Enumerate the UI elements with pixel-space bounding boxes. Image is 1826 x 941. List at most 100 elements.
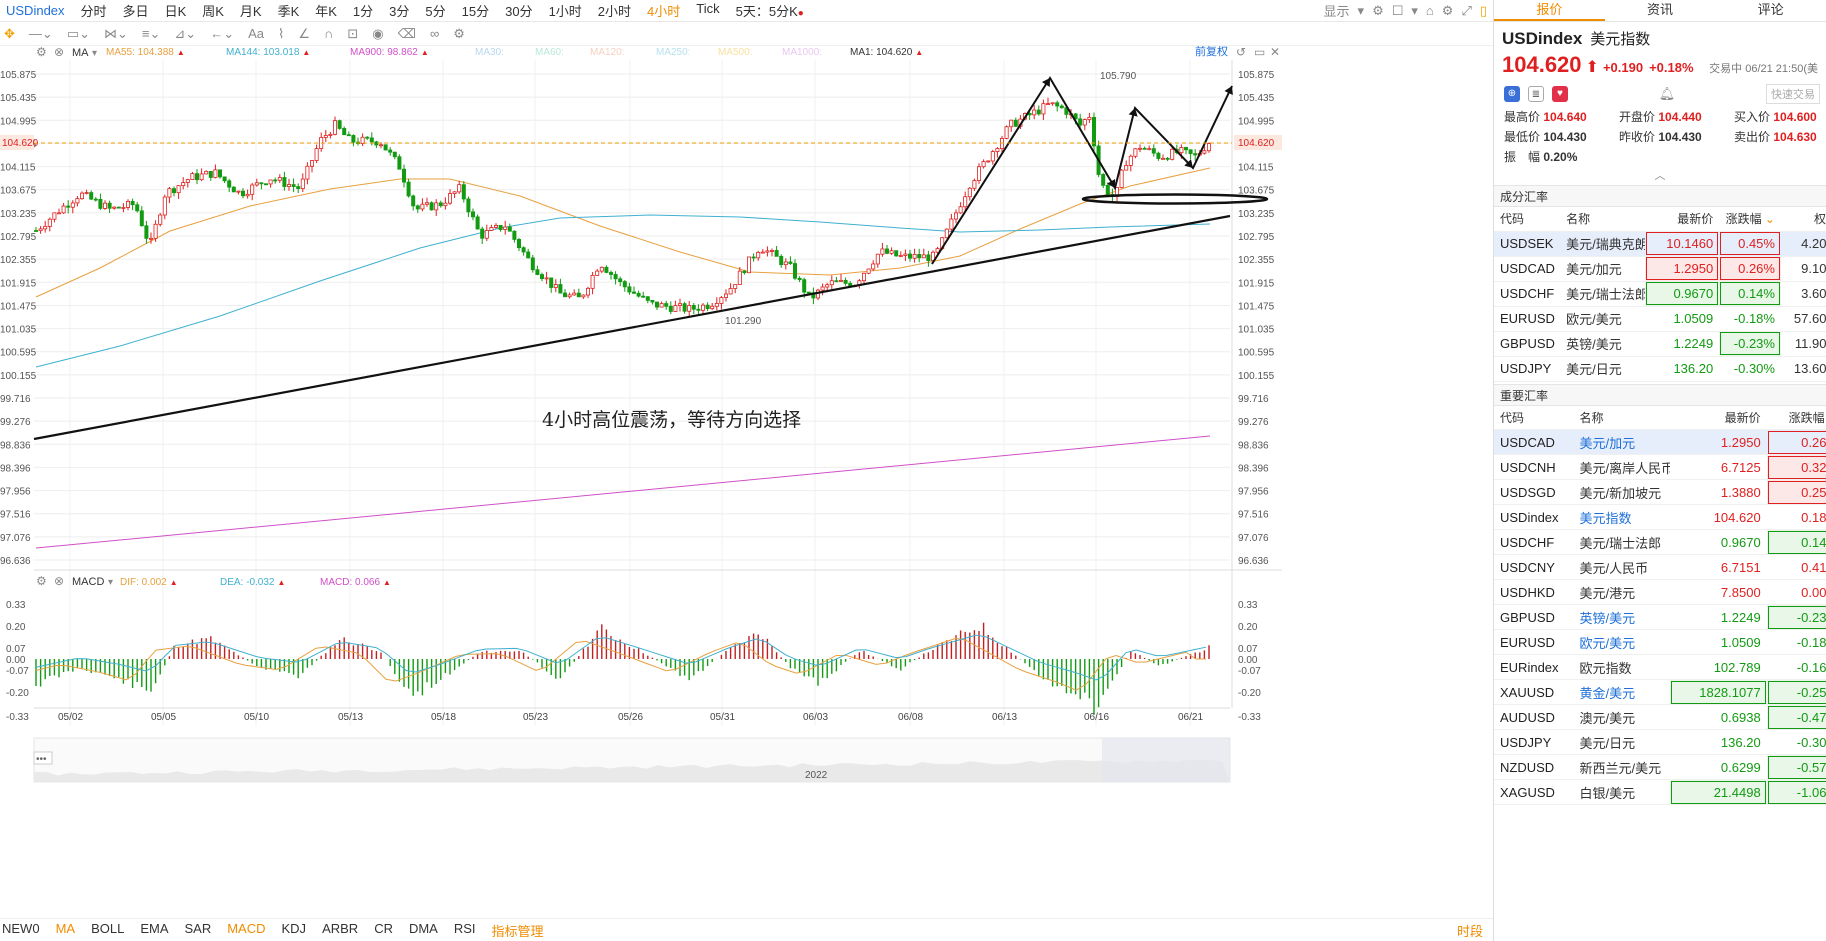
fib-tool-icon[interactable]: ⋈⌄	[104, 25, 128, 41]
period-tab[interactable]: 分时	[80, 4, 107, 19]
indicator-tab[interactable]: MACD	[227, 920, 266, 936]
window-icon[interactable]: ▭	[1254, 46, 1265, 59]
column-header[interactable]: 代码	[1494, 405, 1574, 430]
close-icon[interactable]: ⊗	[54, 46, 64, 59]
column-header[interactable]: 权重	[1780, 207, 1826, 232]
indicator-tab[interactable]: ARBR	[322, 920, 359, 936]
multi-period-select[interactable]: 5天：5分K●	[728, 1, 812, 20]
expand-icon[interactable]: ⤢	[1461, 2, 1472, 18]
rect-tool-icon[interactable]: ▭⌄	[66, 25, 90, 41]
magnet-icon[interactable]: ∩	[324, 26, 334, 41]
period-tab[interactable]: 3分	[389, 4, 410, 19]
panel-tab[interactable]: 评论	[1757, 2, 1784, 17]
indicator-tab[interactable]: KDJ	[281, 920, 307, 936]
close-icon[interactable]: ✕	[1270, 46, 1280, 59]
camera-icon[interactable]: ⌂	[1425, 3, 1434, 18]
period-tab[interactable]: 年K	[315, 4, 337, 19]
adjust-label[interactable]: 前复权	[1195, 46, 1228, 58]
session-button[interactable]: 时段	[1456, 923, 1483, 939]
indicator-tab[interactable]: MA	[55, 920, 76, 936]
channel-tool-icon[interactable]: ≡⌄	[141, 25, 161, 41]
period-tab[interactable]: 15分	[461, 4, 490, 19]
indicator-tab[interactable]: SAR	[184, 920, 212, 936]
chevron-down-icon[interactable]: ▾	[1411, 2, 1418, 18]
chevron-down-icon[interactable]: ▾	[108, 577, 113, 588]
indicator-tab[interactable]: RSI	[453, 920, 476, 936]
wave-drawing[interactable]	[931, 76, 1233, 265]
column-header[interactable]: 涨跌幅 ⌄	[1719, 207, 1781, 232]
column-header[interactable]: 名称	[1560, 207, 1646, 232]
macd-title[interactable]: MACD	[72, 576, 104, 588]
period-tab[interactable]: 30分	[505, 4, 533, 19]
column-header[interactable]: 代码	[1494, 207, 1561, 232]
arrow-tool-icon[interactable]: ←⌄	[210, 25, 235, 41]
lock-icon[interactable]: ⊡	[347, 25, 359, 41]
indicator-tab[interactable]: DMA	[408, 920, 438, 936]
column-header[interactable]: 最新价	[1645, 207, 1720, 232]
gear-icon[interactable]: ⚙	[36, 574, 47, 588]
period-tab[interactable]: 4小时	[647, 4, 681, 19]
line-tool-icon[interactable]: —⌄	[28, 25, 53, 41]
chevron-down-icon[interactable]: ▾	[1357, 2, 1365, 18]
trendline[interactable]	[33, 214, 1231, 441]
gear-icon[interactable]: ⚙	[36, 46, 47, 59]
kline-chart[interactable]: ⚙ ⊗ MA ▾ MA55: 104.388 ▲ MA144: 103.018 ▲ MA…	[0, 46, 1493, 918]
indicator-tab[interactable]: EMA	[140, 920, 169, 936]
period-tab[interactable]: 多日	[122, 4, 149, 19]
period-tab[interactable]: 1分	[352, 4, 374, 19]
checkbox-icon[interactable]: ☐	[1391, 2, 1404, 18]
globe-icon[interactable]: ⊕	[1504, 86, 1520, 102]
gear-icon[interactable]: ⚙	[1441, 2, 1454, 18]
time-navigator[interactable]: ••• 2022	[33, 737, 1231, 783]
gear-icon[interactable]: ⚙	[1372, 2, 1384, 18]
period-tab[interactable]: Tick	[696, 1, 720, 16]
indicator-tab[interactable]: BOLL	[91, 920, 125, 936]
pencil-icon[interactable]: ∠	[298, 25, 311, 41]
period-tab[interactable]: 月K	[239, 4, 262, 19]
more-icon[interactable]: •••	[36, 754, 47, 765]
period-tab[interactable]: 2小时	[597, 4, 632, 19]
settings-icon[interactable]: ⚙	[453, 25, 465, 41]
period-tab[interactable]: 日K	[164, 4, 187, 19]
chevron-down-icon[interactable]: ▾	[92, 48, 97, 59]
period-tab[interactable]: 5分	[425, 4, 446, 19]
bell-icon[interactable]: 🔔︎	[1658, 86, 1676, 101]
fast-trade-button[interactable]: 快速交易	[1765, 84, 1820, 104]
close-icon[interactable]: ⊗	[54, 574, 64, 588]
period-tab[interactable]: 周K	[202, 4, 224, 19]
brush-icon[interactable]: ⌇	[278, 25, 285, 41]
period-tab[interactable]: 1小时	[548, 4, 582, 19]
link-icon[interactable]: ∞	[430, 26, 440, 41]
support-ellipse[interactable]	[1081, 193, 1269, 205]
indicator-tab[interactable]: CR	[374, 920, 393, 936]
panel-tab[interactable]: 报价	[1494, 0, 1605, 21]
crosshair-icon[interactable]: ✥	[4, 25, 15, 41]
column-header[interactable]: 涨跌幅 ⌄	[1766, 405, 1826, 430]
sort-icon[interactable]: ⌄	[1761, 212, 1775, 227]
measure-tool-icon[interactable]: ⊿⌄	[174, 25, 197, 41]
undo-icon[interactable]: ↺	[1236, 46, 1246, 59]
symbol-label[interactable]: USDindex	[6, 3, 65, 18]
indicator-tab[interactable]: NEW0	[2, 920, 40, 936]
column-header[interactable]: 名称	[1573, 405, 1671, 430]
period-tab[interactable]: 季K	[277, 4, 300, 19]
collapse-icon[interactable]: ︿	[1654, 170, 1666, 182]
